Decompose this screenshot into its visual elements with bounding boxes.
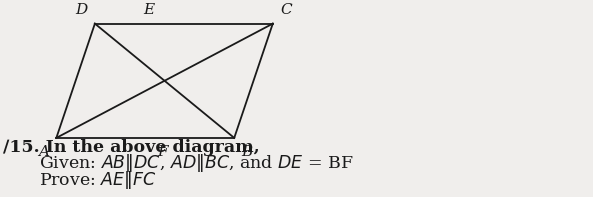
Text: Given: $AB \| DC$, $AD \| BC$, and $DE$ = BF: Given: $AB \| DC$, $AD \| BC$, and $DE$ … <box>39 152 353 174</box>
Text: C: C <box>280 3 292 17</box>
Text: D: D <box>76 3 88 17</box>
Text: E: E <box>144 3 154 17</box>
Text: Prove: $AE \| FC$: Prove: $AE \| FC$ <box>39 169 156 191</box>
Text: B: B <box>242 145 253 159</box>
Text: A: A <box>38 145 49 159</box>
Text: ∕15. In the above diagram,: ∕15. In the above diagram, <box>3 139 260 156</box>
Text: F: F <box>157 145 168 159</box>
